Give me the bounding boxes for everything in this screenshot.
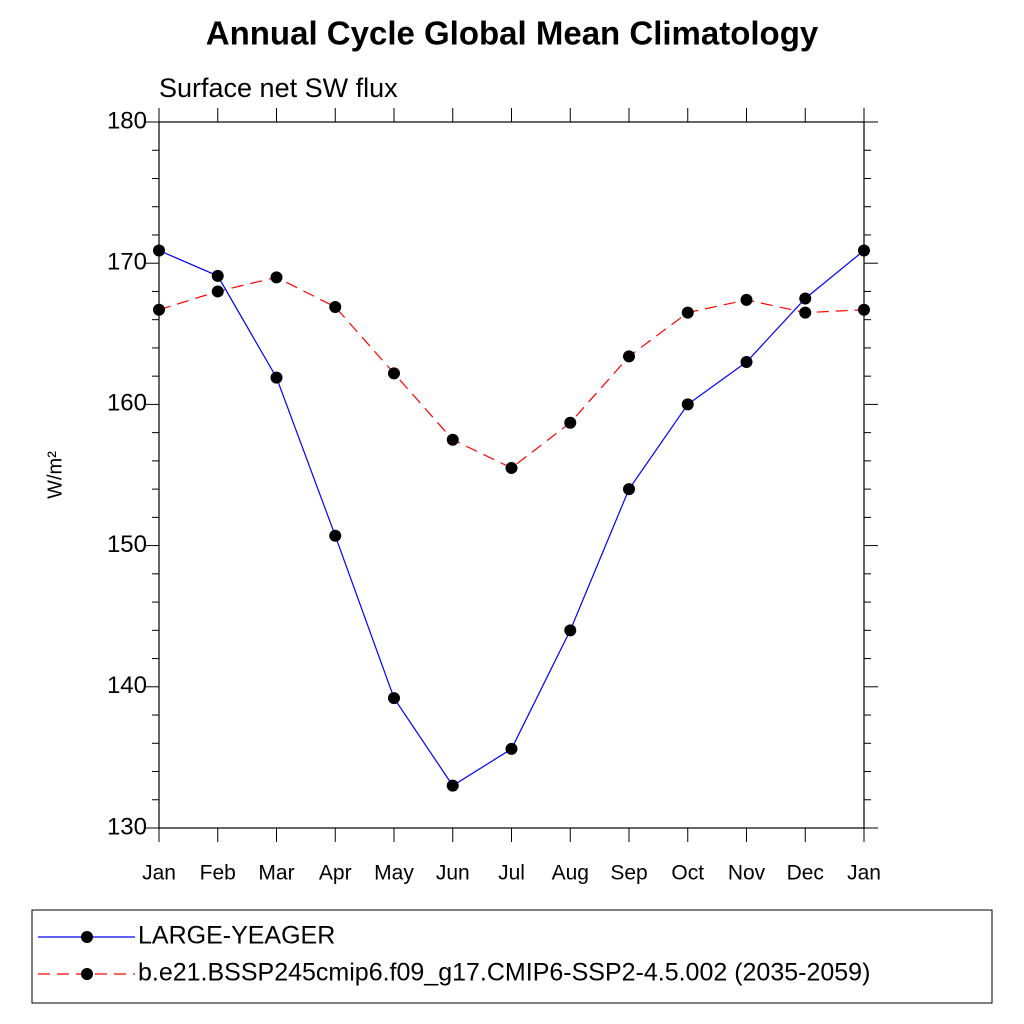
- data-point: [858, 244, 870, 257]
- data-point: [799, 292, 812, 305]
- data-point: [681, 306, 694, 319]
- data-point: [446, 779, 459, 792]
- x-tick-label: Feb: [200, 862, 236, 885]
- legend-marker: [81, 968, 93, 980]
- legend-box: [31, 909, 993, 1004]
- chart-title: Annual Cycle Global Mean Climatology: [206, 15, 819, 52]
- data-point: [681, 398, 694, 411]
- x-tick-label: Jul: [498, 862, 525, 885]
- data-point: [329, 300, 342, 313]
- y-tick-label: 140: [107, 672, 147, 699]
- legend-label: LARGE-YEAGER: [138, 922, 335, 950]
- x-tick-label: Jun: [436, 862, 470, 885]
- series-line: [158, 276, 865, 469]
- y-axis-label: W/m²: [44, 451, 66, 499]
- data-point: [153, 303, 165, 316]
- y-tick-label: 180: [107, 107, 147, 134]
- data-point: [740, 293, 753, 306]
- x-tick-label: Nov: [728, 862, 766, 885]
- data-point: [564, 624, 577, 637]
- y-tick-label: 160: [107, 390, 147, 417]
- data-point: [446, 433, 459, 446]
- data-point: [270, 271, 283, 284]
- legend-marker: [81, 931, 93, 943]
- data-point: [799, 306, 812, 319]
- data-point: [505, 461, 518, 474]
- data-point: [270, 371, 283, 384]
- x-tick-label: Dec: [787, 862, 824, 885]
- data-point: [740, 356, 753, 369]
- x-tick-label: Oct: [671, 862, 704, 885]
- x-tick-label: Apr: [319, 862, 352, 885]
- data-point: [623, 350, 635, 363]
- data-point: [329, 529, 342, 542]
- series-line: [158, 249, 865, 787]
- plot-frame: [158, 121, 865, 829]
- x-tick-label: Jan: [142, 862, 176, 885]
- y-tick-label: 170: [107, 249, 147, 276]
- data-point: [211, 269, 224, 282]
- x-tick-label: May: [374, 862, 414, 885]
- data-point: [623, 483, 635, 496]
- x-tick-label: Sep: [610, 862, 647, 885]
- data-point: [564, 416, 577, 429]
- chart-subtitle: Surface net SW flux: [159, 73, 398, 103]
- data-point: [505, 742, 518, 755]
- data-point: [211, 285, 224, 298]
- x-tick-label: Mar: [258, 862, 294, 885]
- data-point: [388, 367, 400, 380]
- x-tick-label: Aug: [552, 862, 589, 885]
- data-point: [858, 303, 870, 316]
- data-point: [388, 692, 400, 705]
- y-tick-label: 150: [107, 531, 147, 558]
- data-point: [153, 244, 165, 257]
- legend-label: b.e21.BSSP245cmip6.f09_g17.CMIP6-SSP2-4.…: [138, 959, 870, 987]
- x-tick-label: Jan: [847, 862, 881, 885]
- y-tick-label: 130: [107, 813, 147, 840]
